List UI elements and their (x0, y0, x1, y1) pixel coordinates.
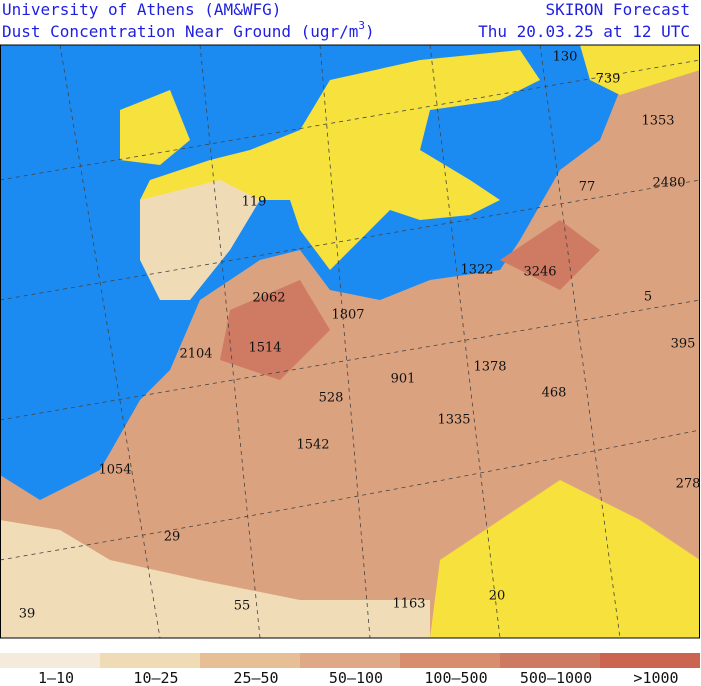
product-sup: 3 (358, 19, 365, 32)
legend-swatch (400, 653, 500, 668)
concentration-label: 1514 (248, 341, 281, 356)
concentration-label: 5 (644, 290, 652, 305)
concentration-label: 395 (671, 337, 696, 352)
legend-label: 500–1000 (520, 669, 592, 686)
legend-label: 10–25 (133, 669, 178, 686)
concentration-label: 3246 (523, 265, 556, 280)
land-uk (120, 90, 190, 165)
concentration-label: 119 (242, 195, 267, 210)
graticule (0, 44, 701, 639)
legend: 1–10 10–25 25–50 50–100 100–500 500–1000 >1000 (0, 653, 700, 686)
header-model: SKIRON Forecast (546, 0, 691, 19)
concentration-label: 29 (164, 530, 181, 545)
concentration-label: 1542 (296, 438, 329, 453)
header-product: Dust Concentration Near Ground (ugr/m3) (2, 19, 375, 41)
concentration-label: 1322 (460, 263, 493, 278)
concentration-label: 1054 (98, 463, 131, 478)
concentration-label: 1378 (473, 360, 506, 375)
legend-swatch (500, 653, 600, 668)
concentration-label: 55 (234, 599, 251, 614)
legend-label: >1000 (633, 669, 678, 686)
legend-label: 25–50 (233, 669, 278, 686)
map-frame (0, 44, 700, 639)
legend-label: 50–100 (329, 669, 383, 686)
concentration-label: 278 (676, 477, 701, 492)
legend-label: 1–10 (38, 669, 74, 686)
concentration-label: 1807 (331, 308, 364, 323)
concentration-label: 39 (19, 607, 36, 622)
concentration-label: 528 (319, 391, 344, 406)
concentration-label: 130 (553, 50, 578, 65)
dust-low (0, 520, 430, 638)
concentration-label: 2062 (252, 291, 285, 306)
concentration-label: 468 (542, 386, 567, 401)
concentration-label: 1163 (392, 597, 425, 612)
product-text: Dust Concentration Near Ground (ugr/m (2, 22, 358, 41)
concentration-label: 2480 (652, 176, 685, 191)
concentration-label: 77 (579, 180, 596, 195)
header-valid: Thu 20.03.25 at 12 UTC (478, 22, 690, 41)
land-iberia (140, 180, 260, 300)
header-institution: University of Athens (AM&WFG) (2, 0, 281, 19)
concentration-label: 1335 (437, 413, 470, 428)
land-clean-south (430, 480, 700, 638)
map-labels: 130 739 1353 77 2480 119 1322 3246 5 2062 1807 1514… (19, 50, 701, 622)
legend-swatch (600, 653, 700, 668)
concentration-label: 1353 (641, 114, 674, 129)
concentration-label: 739 (596, 72, 621, 87)
legend-label: 100–500 (424, 669, 487, 686)
dust-region (0, 60, 700, 638)
concentration-label: 20 (489, 589, 506, 604)
legend-swatch (100, 653, 200, 668)
legend-swatch (300, 653, 400, 668)
legend-swatch (200, 653, 300, 668)
concentration-label: 2104 (179, 347, 212, 362)
product-close: ) (365, 22, 375, 41)
legend-swatch (0, 653, 100, 668)
map: 130 739 1353 77 2480 119 1322 3246 5 2062 1807 1514… (0, 44, 701, 639)
dust-high (220, 220, 600, 380)
concentration-label: 901 (391, 372, 416, 387)
